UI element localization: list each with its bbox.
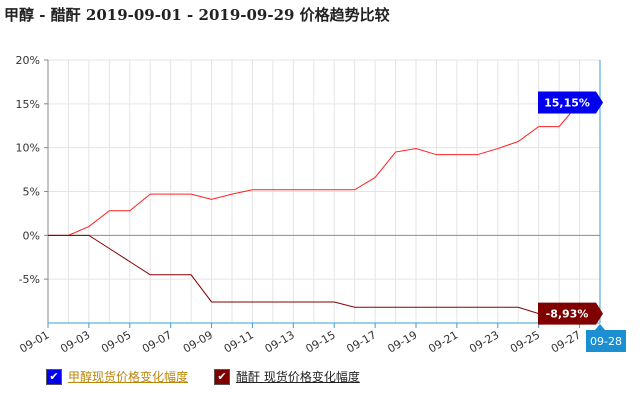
x-highlight-pointer <box>595 324 605 330</box>
y-tick-label: 5% <box>23 186 40 199</box>
end-label-box-1 <box>538 302 603 325</box>
legend-item-acetic-anhydride[interactable]: ✔ 醋酐 现货价格变化幅度 <box>214 368 360 385</box>
x-tick-label: 09-17 <box>344 328 378 355</box>
x-tick-label: 09-03 <box>58 328 92 355</box>
x-tick-label: 09-01 <box>17 328 51 355</box>
grid <box>47 59 601 324</box>
x-tick-label: 09-07 <box>140 328 174 355</box>
x-tick-label: 09-11 <box>222 328 256 355</box>
x-axis-labels: 09-01 09-03 09-05 09-07 09-09 09-11 09-13 09-15… <box>17 323 626 356</box>
legend: ✔ 甲醇现货价格变化幅度 ✔ 醋酐 现货价格变化幅度 <box>46 368 360 385</box>
y-axis-labels: -5% 0% 5% 10% 15% 20% <box>16 54 48 286</box>
end-label-box-0 <box>538 91 603 114</box>
y-tick-label: 15% <box>16 98 40 111</box>
legend-label-acetic-anhydride[interactable]: 醋酐 现货价格变化幅度 <box>236 370 360 384</box>
legend-item-methanol[interactable]: ✔ 甲醇现货价格变化幅度 <box>46 368 188 385</box>
end-labels: 15,15% -8,93% <box>538 91 603 325</box>
y-tick-label: 20% <box>16 54 40 67</box>
checkbox-icon[interactable]: ✔ <box>214 368 231 385</box>
y-tick-label: 0% <box>23 229 40 242</box>
legend-label-methanol[interactable]: 甲醇现货价格变化幅度 <box>68 370 189 384</box>
series-lines <box>48 102 600 315</box>
series-line-0 <box>48 102 600 236</box>
x-tick-label: 09-21 <box>426 328 460 355</box>
end-label-1: -8,93% <box>546 308 589 321</box>
series-line-1 <box>48 234 600 315</box>
end-label-0: 15,15% <box>544 97 590 110</box>
x-tick-label: 09-09 <box>181 328 215 355</box>
checkbox-icon[interactable]: ✔ <box>46 368 62 385</box>
chart-title: 甲醇 - 醋酐 2019-09-01 - 2019-09-29 价格趋势比较 <box>4 6 390 24</box>
x-highlight-box <box>586 330 626 352</box>
x-tick-label: 09-27 <box>549 328 583 355</box>
x-tick-label: 09-23 <box>467 328 501 355</box>
y-tick-label: -5% <box>19 273 40 286</box>
x-tick-label: 09-13 <box>263 328 297 355</box>
x-tick-label: 09-19 <box>385 328 419 355</box>
x-tick-label: 09-05 <box>99 328 133 355</box>
x-highlight-label: 09-28 <box>590 335 622 348</box>
x-tick-label: 09-25 <box>508 328 542 355</box>
y-tick-label: 10% <box>16 142 40 155</box>
x-tick-label: 09-15 <box>304 328 338 355</box>
